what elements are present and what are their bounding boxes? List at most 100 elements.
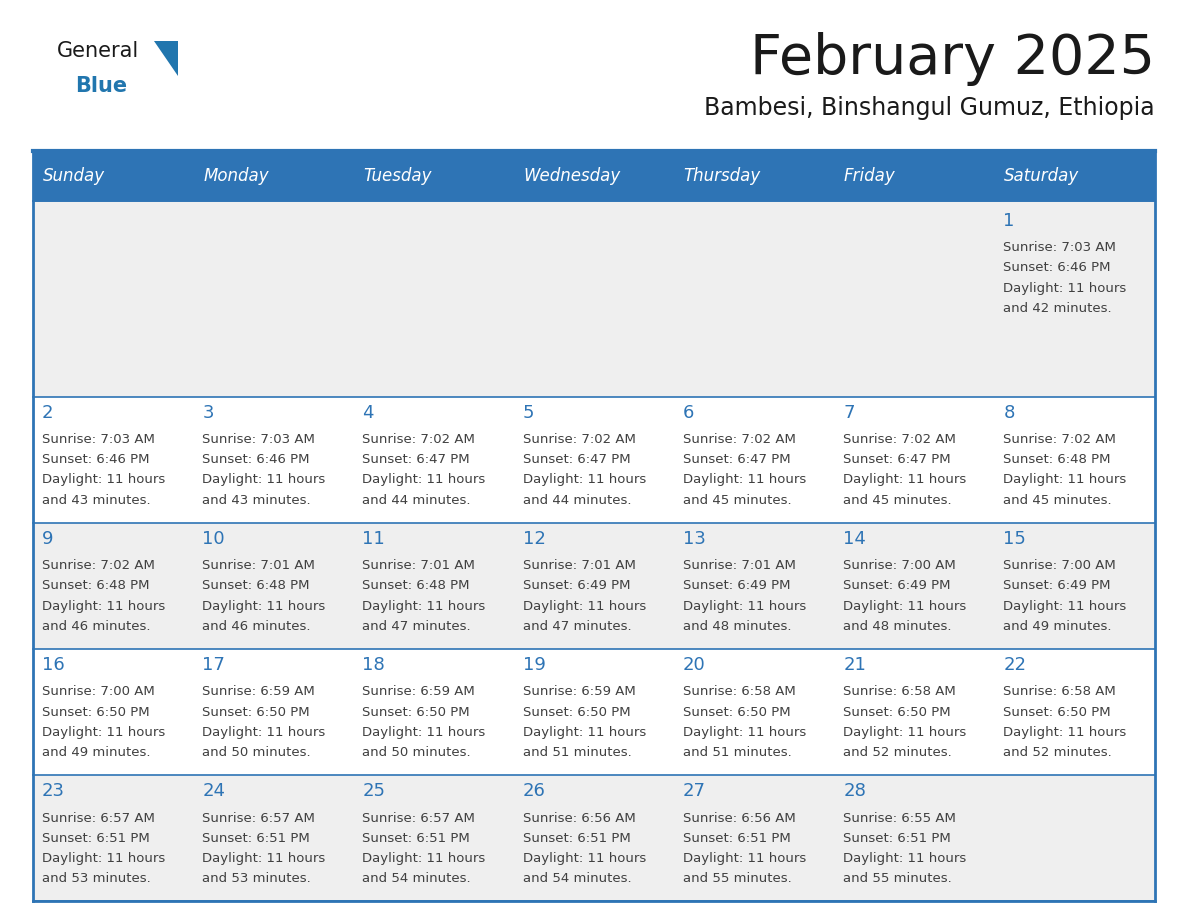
- Text: and 44 minutes.: and 44 minutes.: [362, 494, 470, 507]
- Bar: [194, 523, 354, 649]
- Text: Sunset: 6:50 PM: Sunset: 6:50 PM: [42, 706, 150, 719]
- Bar: [354, 397, 514, 523]
- Text: Daylight: 11 hours: Daylight: 11 hours: [42, 852, 165, 865]
- Text: 24: 24: [202, 782, 226, 800]
- Text: 27: 27: [683, 782, 706, 800]
- Text: and 51 minutes.: and 51 minutes.: [683, 746, 791, 759]
- Text: Sunrise: 6:59 AM: Sunrise: 6:59 AM: [202, 686, 315, 699]
- Text: Tuesday: Tuesday: [364, 167, 431, 185]
- Text: Sunset: 6:48 PM: Sunset: 6:48 PM: [362, 579, 470, 592]
- Text: Sunday: Sunday: [43, 167, 105, 185]
- Text: 12: 12: [523, 530, 545, 548]
- Text: Sunrise: 7:02 AM: Sunrise: 7:02 AM: [523, 433, 636, 446]
- Text: Daylight: 11 hours: Daylight: 11 hours: [202, 474, 326, 487]
- Bar: [514, 776, 674, 901]
- Text: Daylight: 11 hours: Daylight: 11 hours: [42, 474, 165, 487]
- Text: and 47 minutes.: and 47 minutes.: [523, 620, 631, 633]
- Bar: [994, 523, 1155, 649]
- Text: Daylight: 11 hours: Daylight: 11 hours: [202, 599, 326, 612]
- Text: and 43 minutes.: and 43 minutes.: [202, 494, 311, 507]
- Bar: [994, 649, 1155, 776]
- Text: Sunrise: 7:01 AM: Sunrise: 7:01 AM: [523, 559, 636, 572]
- Bar: [674, 201, 834, 397]
- Bar: [33, 523, 194, 649]
- Bar: [994, 776, 1155, 901]
- Text: Sunset: 6:49 PM: Sunset: 6:49 PM: [683, 579, 790, 592]
- Text: and 53 minutes.: and 53 minutes.: [202, 872, 311, 885]
- Text: 28: 28: [843, 782, 866, 800]
- Text: Sunset: 6:47 PM: Sunset: 6:47 PM: [362, 453, 470, 466]
- Text: Sunset: 6:51 PM: Sunset: 6:51 PM: [843, 832, 950, 845]
- Text: and 48 minutes.: and 48 minutes.: [843, 620, 952, 633]
- Text: Daylight: 11 hours: Daylight: 11 hours: [523, 852, 646, 865]
- Text: 15: 15: [1004, 530, 1026, 548]
- Text: Sunset: 6:46 PM: Sunset: 6:46 PM: [1004, 262, 1111, 274]
- Text: Sunrise: 7:01 AM: Sunrise: 7:01 AM: [683, 559, 796, 572]
- Bar: [33, 151, 194, 201]
- Bar: [514, 523, 674, 649]
- Text: Sunset: 6:51 PM: Sunset: 6:51 PM: [362, 832, 470, 845]
- Text: and 50 minutes.: and 50 minutes.: [202, 746, 311, 759]
- Bar: [194, 151, 354, 201]
- Text: Sunset: 6:47 PM: Sunset: 6:47 PM: [523, 453, 631, 466]
- Text: Sunrise: 7:02 AM: Sunrise: 7:02 AM: [42, 559, 154, 572]
- Text: Daylight: 11 hours: Daylight: 11 hours: [843, 852, 966, 865]
- Text: and 52 minutes.: and 52 minutes.: [1004, 746, 1112, 759]
- Text: 13: 13: [683, 530, 706, 548]
- Text: 16: 16: [42, 656, 65, 674]
- Text: Sunrise: 6:57 AM: Sunrise: 6:57 AM: [362, 812, 475, 824]
- Text: Sunrise: 6:56 AM: Sunrise: 6:56 AM: [523, 812, 636, 824]
- Text: Sunset: 6:50 PM: Sunset: 6:50 PM: [202, 706, 310, 719]
- Text: and 50 minutes.: and 50 minutes.: [362, 746, 472, 759]
- Text: Sunrise: 7:01 AM: Sunrise: 7:01 AM: [362, 559, 475, 572]
- Text: and 49 minutes.: and 49 minutes.: [1004, 620, 1112, 633]
- Text: Sunrise: 6:59 AM: Sunrise: 6:59 AM: [523, 686, 636, 699]
- Text: Sunset: 6:46 PM: Sunset: 6:46 PM: [202, 453, 310, 466]
- Text: Sunrise: 6:58 AM: Sunrise: 6:58 AM: [683, 686, 796, 699]
- Bar: [33, 201, 194, 397]
- Text: Sunset: 6:49 PM: Sunset: 6:49 PM: [523, 579, 630, 592]
- Text: 20: 20: [683, 656, 706, 674]
- Text: and 52 minutes.: and 52 minutes.: [843, 746, 952, 759]
- Bar: [514, 201, 674, 397]
- Text: Daylight: 11 hours: Daylight: 11 hours: [683, 852, 807, 865]
- Text: and 42 minutes.: and 42 minutes.: [1004, 302, 1112, 315]
- Bar: [834, 776, 994, 901]
- Text: Blue: Blue: [75, 76, 127, 96]
- Text: and 55 minutes.: and 55 minutes.: [683, 872, 791, 885]
- Text: 14: 14: [843, 530, 866, 548]
- Text: Daylight: 11 hours: Daylight: 11 hours: [42, 599, 165, 612]
- Bar: [674, 776, 834, 901]
- Bar: [994, 397, 1155, 523]
- Text: and 54 minutes.: and 54 minutes.: [523, 872, 631, 885]
- Bar: [354, 201, 514, 397]
- Bar: [194, 201, 354, 397]
- Text: Sunrise: 7:00 AM: Sunrise: 7:00 AM: [1004, 559, 1116, 572]
- Bar: [834, 523, 994, 649]
- Text: General: General: [57, 41, 139, 62]
- Bar: [514, 649, 674, 776]
- Text: Sunset: 6:46 PM: Sunset: 6:46 PM: [42, 453, 150, 466]
- Text: Sunset: 6:51 PM: Sunset: 6:51 PM: [683, 832, 791, 845]
- Text: and 44 minutes.: and 44 minutes.: [523, 494, 631, 507]
- Bar: [834, 201, 994, 397]
- Text: Daylight: 11 hours: Daylight: 11 hours: [843, 726, 966, 739]
- Text: Sunrise: 7:00 AM: Sunrise: 7:00 AM: [42, 686, 154, 699]
- Text: Daylight: 11 hours: Daylight: 11 hours: [523, 726, 646, 739]
- Text: 6: 6: [683, 404, 694, 421]
- Text: Sunrise: 6:59 AM: Sunrise: 6:59 AM: [362, 686, 475, 699]
- Text: Daylight: 11 hours: Daylight: 11 hours: [1004, 599, 1126, 612]
- Text: Daylight: 11 hours: Daylight: 11 hours: [1004, 726, 1126, 739]
- Text: 7: 7: [843, 404, 854, 421]
- Text: Wednesday: Wednesday: [524, 167, 621, 185]
- Text: 2: 2: [42, 404, 53, 421]
- Text: and 43 minutes.: and 43 minutes.: [42, 494, 151, 507]
- Text: Sunrise: 6:56 AM: Sunrise: 6:56 AM: [683, 812, 796, 824]
- Bar: [674, 397, 834, 523]
- Text: Sunrise: 6:58 AM: Sunrise: 6:58 AM: [843, 686, 956, 699]
- Text: Daylight: 11 hours: Daylight: 11 hours: [683, 474, 807, 487]
- Text: Daylight: 11 hours: Daylight: 11 hours: [362, 599, 486, 612]
- Bar: [994, 201, 1155, 397]
- Polygon shape: [154, 41, 178, 76]
- Text: Sunset: 6:47 PM: Sunset: 6:47 PM: [683, 453, 790, 466]
